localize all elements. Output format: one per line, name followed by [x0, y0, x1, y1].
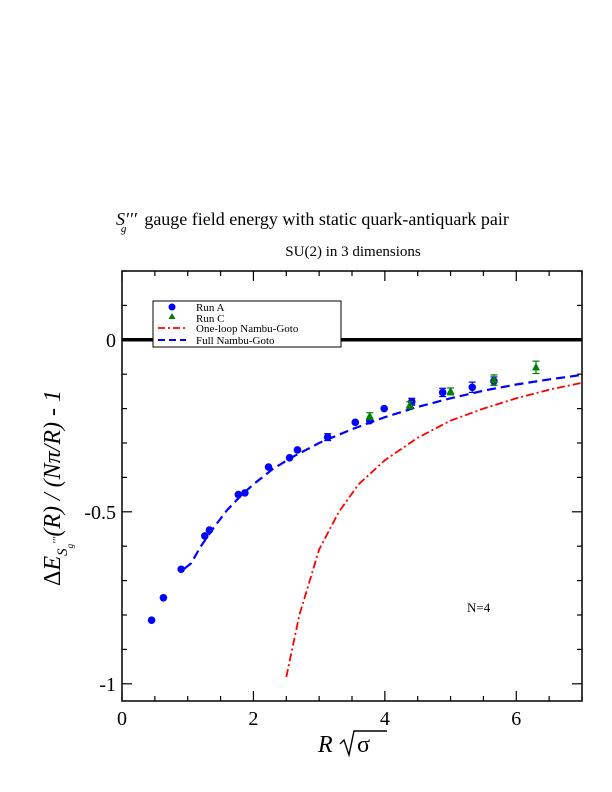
data-point-run-a — [159, 594, 168, 602]
x-tick-label: 6 — [511, 708, 521, 730]
legend-label-one-loop: One-loop Nambu-Goto — [196, 323, 299, 335]
legend-label-run-a: Run A — [196, 302, 224, 314]
data-point-run-a — [323, 433, 332, 441]
y-label-delta: Δ — [40, 571, 66, 586]
x-label-sqrt-sign — [339, 730, 387, 758]
data-point-run-a — [201, 532, 209, 540]
lines-layer — [183, 373, 583, 678]
data-point-run-c — [489, 375, 498, 384]
data-point-run-a — [438, 388, 447, 397]
y-tick-label: -0.5 — [84, 502, 116, 524]
data-point-run-a — [468, 383, 477, 392]
annotation-n4: N=4 — [467, 600, 491, 615]
y-tick-label: 0 — [106, 330, 116, 352]
title-main-text: gauge field energy with static quark-ant… — [144, 209, 509, 229]
data-point-run-a — [234, 490, 243, 499]
data-point-run-a — [205, 526, 214, 534]
chart-subtitle: SU(2) in 3 dimensions — [285, 244, 421, 260]
data-point-run-a — [380, 404, 389, 413]
data-point-run-a — [177, 565, 185, 574]
data-point-run-c — [446, 386, 455, 395]
data-point-run-a — [351, 418, 360, 427]
x-label-r: R — [317, 732, 333, 758]
y-label-e: E — [40, 556, 66, 572]
x-tick-label: 0 — [117, 708, 127, 730]
x-tick-label: 2 — [248, 708, 258, 730]
chart-title: S′′′g gauge field energy with static quar… — [116, 209, 509, 235]
y-label-sub-s: S — [55, 548, 71, 556]
data-point-run-a — [241, 489, 249, 497]
y-axis-label: ΔESg′′′(R) / (Nπ/R) - 1 — [40, 390, 75, 586]
data-point-run-a — [147, 616, 156, 624]
data-point-run-a — [285, 453, 294, 462]
data-point-run-c — [405, 400, 414, 409]
data-point-run-a — [293, 446, 302, 454]
y-label-sub-g: g — [65, 543, 75, 548]
points-layer — [147, 360, 540, 624]
data-point-run-c — [365, 411, 374, 420]
y-label-tail: (R) / (Nπ/R) - 1 — [40, 390, 66, 537]
series-line-one-loop-nambu-goto — [285, 381, 583, 678]
y-label-sub-primes: ′′′ — [51, 536, 63, 544]
x-tick-label: 4 — [380, 708, 390, 730]
legend-label-run-c: Run C — [196, 313, 224, 325]
x-label-sigma: σ — [357, 732, 370, 758]
legend-marker-run-a — [168, 303, 176, 311]
legend: Run A Run C One-loop Nambu-Goto Full Nam… — [152, 300, 342, 348]
title-symbol-primes: ′′′ — [125, 209, 138, 229]
series-line-full-nambu-goto — [183, 373, 583, 570]
y-tick-label: -1 — [99, 674, 116, 696]
legend-label-full: Full Nambu-Goto — [196, 335, 275, 347]
legend-marker-run-c — [168, 313, 176, 319]
title-symbol-base: S — [116, 209, 125, 229]
data-point-run-a — [264, 463, 273, 471]
x-axis-label: R — [317, 732, 333, 758]
title-symbol-sub: g — [121, 223, 127, 235]
data-point-run-c — [532, 362, 540, 371]
